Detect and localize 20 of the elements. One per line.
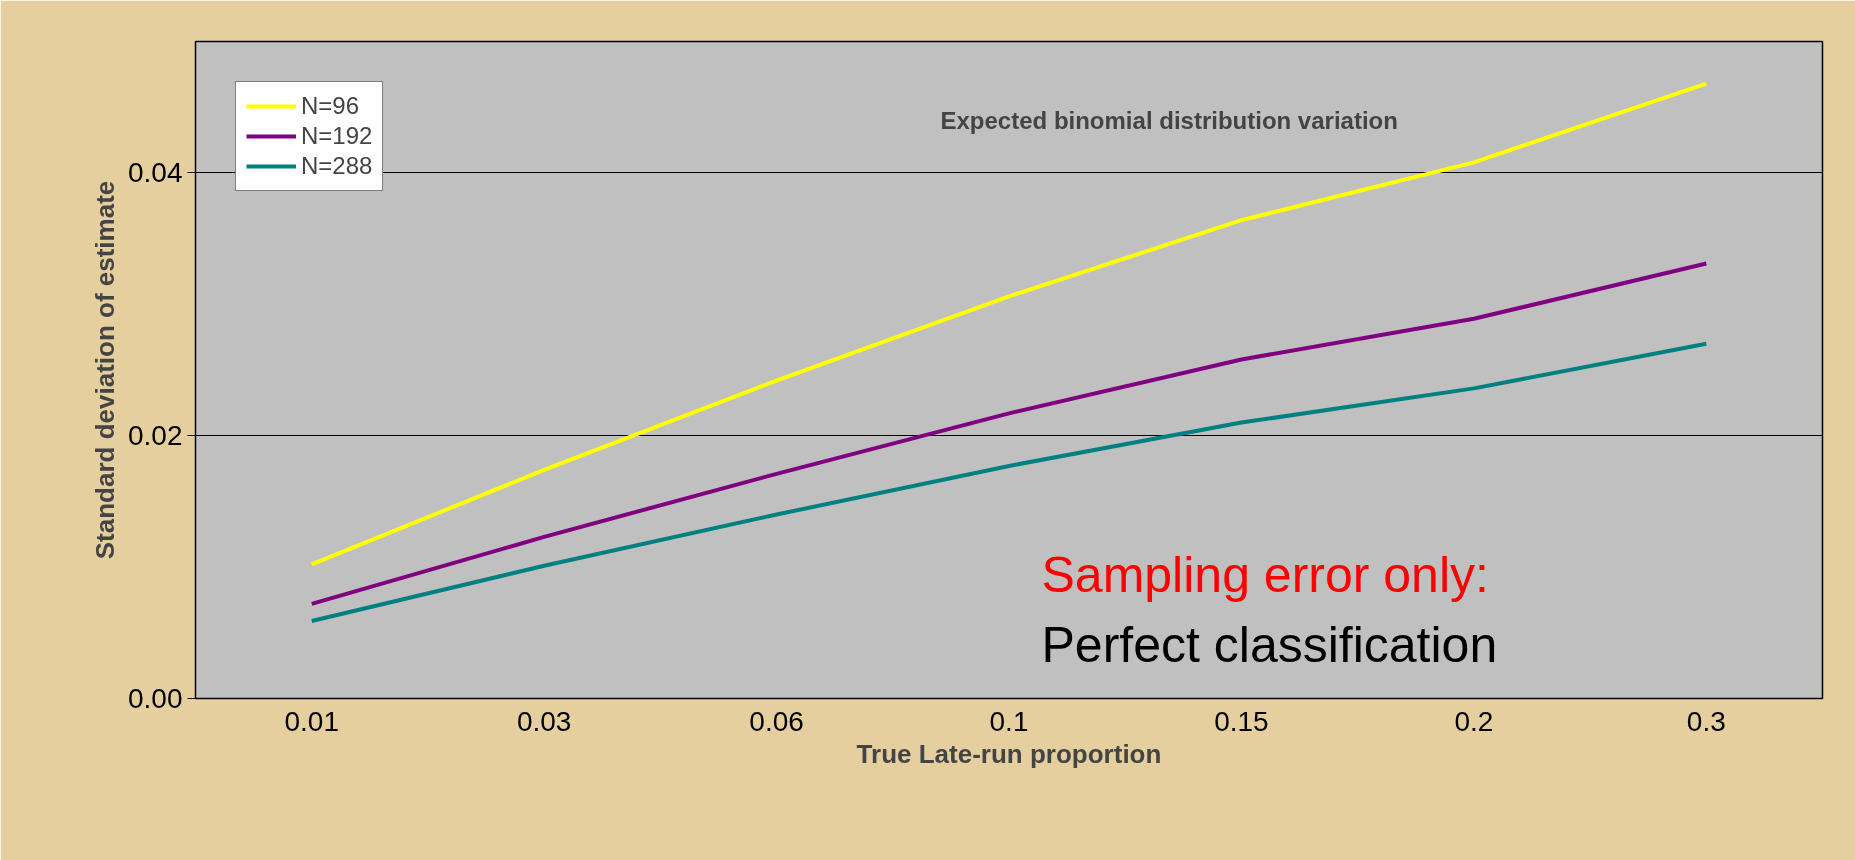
x-tick-label: 0.1 — [989, 705, 1029, 737]
x-tick-label: 0.03 — [516, 705, 572, 737]
y-tick-label: 0.04 — [128, 157, 183, 189]
legend-label: N=288 — [301, 152, 373, 180]
y-tick-label: 0.00 — [128, 683, 183, 714]
line-series — [309, 261, 1709, 606]
line-series — [309, 341, 1709, 623]
x-tick-label: 0.15 — [1214, 705, 1269, 737]
x-tick-label: 0.01 — [284, 705, 339, 737]
x-tick-label: 0.3 — [1686, 705, 1726, 737]
x-tick-label: 0.06 — [749, 705, 804, 737]
y-tick-label: 0.02 — [128, 420, 183, 452]
legend-label: N=96 — [301, 92, 360, 120]
y-axis-title: Standard deviation of estimate — [90, 180, 120, 560]
x-tick-label: 0.2 — [1454, 705, 1494, 737]
annotation: Perfect classification — [1041, 616, 1498, 673]
text: Expected binomial distribution variation — [940, 107, 1398, 134]
annotation: Sampling error only: — [1041, 546, 1489, 603]
legend-label: N=192 — [301, 122, 373, 150]
x-axis-title: True Late-run proportion — [856, 738, 1162, 769]
